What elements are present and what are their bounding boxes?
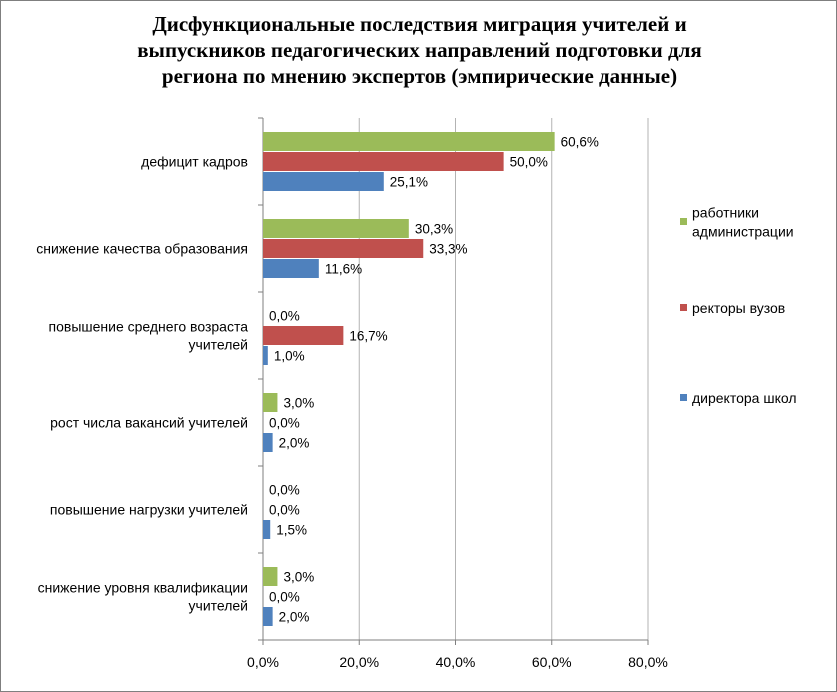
data-label: 0,0%: [269, 416, 300, 431]
data-label: 3,0%: [283, 570, 314, 585]
chart-title-line-2: выпускников педагогических направлений п…: [137, 38, 702, 62]
x-tick-label: 20,0%: [339, 654, 379, 670]
bar: [263, 219, 409, 238]
bar: [263, 259, 319, 278]
bar: [263, 433, 273, 452]
bar: [263, 152, 504, 171]
category-label: повышение среднего возраста: [49, 319, 249, 335]
bar: [263, 239, 424, 258]
chart-title: Дисфункциональные последствия миграция у…: [61, 11, 778, 89]
bar: [263, 393, 278, 412]
data-label: 1,0%: [274, 349, 305, 364]
x-tick-label: 60,0%: [532, 654, 572, 670]
bar: [263, 172, 384, 191]
legend-swatch: [680, 394, 687, 401]
category-label: учителей: [189, 598, 248, 614]
data-label: 2,0%: [279, 436, 310, 451]
data-label: 25,1%: [390, 175, 428, 190]
bar: [263, 346, 268, 365]
data-label: 30,3%: [415, 222, 453, 237]
data-label: 16,7%: [349, 329, 387, 344]
chart-title-line-1: Дисфункциональные последствия миграция у…: [152, 12, 687, 36]
category-label: учителей: [189, 337, 248, 353]
data-label: 2,0%: [279, 610, 310, 625]
data-label: 11,6%: [325, 262, 362, 277]
bar: [263, 607, 273, 626]
data-label: 50,0%: [510, 155, 548, 170]
data-label: 0,0%: [269, 503, 300, 518]
legend-label: директора школ: [692, 390, 797, 406]
bar: [263, 520, 271, 539]
category-label: снижение качества образования: [36, 241, 248, 257]
legend-label: работники: [692, 205, 759, 221]
legend-swatch: [680, 218, 687, 225]
legend-swatch: [680, 304, 687, 311]
category-label: снижение уровня квалификации: [38, 580, 248, 596]
data-label: 3,0%: [283, 396, 314, 411]
data-label: 1,5%: [276, 523, 307, 538]
chart-title-line-3: региона по мнению экспертов (эмпирически…: [161, 64, 678, 88]
x-tick-label: 40,0%: [436, 654, 476, 670]
category-label: рост числа вакансий учителей: [50, 415, 248, 431]
data-label: 60,6%: [561, 135, 599, 150]
bar: [263, 326, 344, 345]
bar: [263, 132, 555, 151]
data-label: 0,0%: [269, 483, 300, 498]
legend-label: ректоры вузов: [692, 300, 785, 316]
data-label: 0,0%: [269, 590, 300, 605]
category-label: дефицит кадров: [141, 154, 248, 170]
data-label: 0,0%: [269, 309, 300, 324]
x-tick-label: 0,0%: [247, 654, 279, 670]
x-tick-label: 80,0%: [628, 654, 668, 670]
legend-label: администрации: [692, 224, 794, 240]
bar: [263, 567, 278, 586]
data-label: 33,3%: [429, 242, 467, 257]
category-label: повышение нагрузки учителей: [50, 502, 248, 518]
